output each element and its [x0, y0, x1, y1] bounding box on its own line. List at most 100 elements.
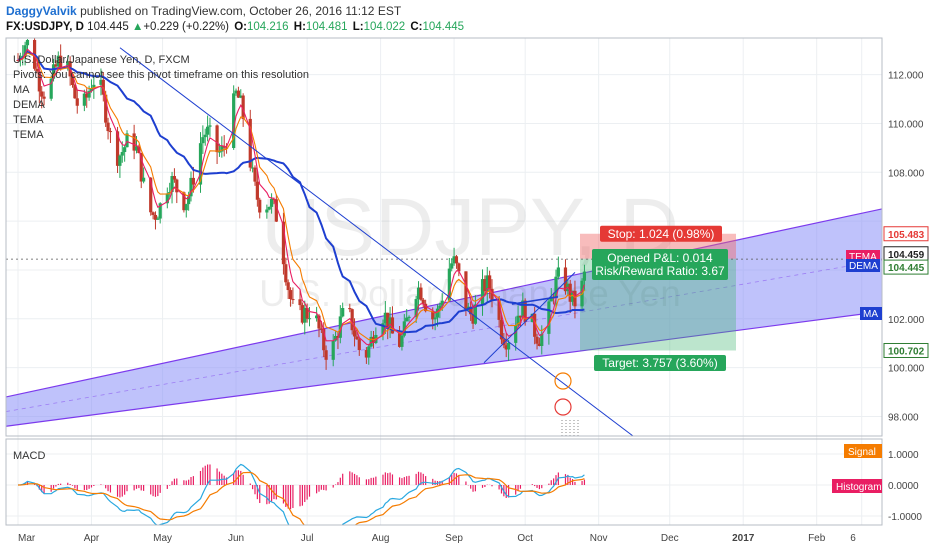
candle-body	[241, 95, 245, 119]
candle-body	[253, 167, 257, 182]
labels: U.S. Dollar/Japanese Yen, D, FXCM Pivots:…	[13, 54, 929, 493]
candle-body	[317, 315, 321, 329]
time-label: Mar	[18, 533, 36, 544]
candle-body	[234, 90, 238, 94]
candle-body	[357, 339, 361, 351]
time-label: Apr	[84, 533, 100, 544]
candle-body	[16, 59, 20, 61]
candle-body	[191, 177, 195, 185]
price-tick-label: 100.000	[888, 364, 925, 375]
ma-extension	[511, 296, 559, 305]
candle-body	[521, 300, 525, 318]
candle-body	[457, 263, 461, 272]
candle-body	[305, 307, 309, 319]
candle-body	[523, 300, 527, 323]
candle-body	[499, 319, 504, 340]
candle-body	[49, 78, 53, 99]
candle-body	[139, 152, 143, 182]
candle-body	[364, 350, 368, 358]
candle-body	[454, 256, 459, 264]
candle-body	[42, 96, 46, 99]
published-text: published on TradingView.com, October 26…	[80, 4, 402, 18]
macd-tag-text: Signal	[848, 447, 876, 458]
candle-body	[447, 268, 451, 301]
candle-body	[435, 308, 440, 318]
axes: 112.000110.000108.000104.000102.000100.0…	[18, 71, 925, 544]
candle-body	[151, 212, 155, 215]
candle-body	[165, 193, 169, 204]
low-label: L:	[352, 21, 364, 33]
up-arrow-icon: ▲	[131, 21, 144, 33]
macd-pane-border	[5, 438, 883, 526]
candle-body	[450, 263, 454, 269]
price-tag-text: 105.483	[888, 230, 925, 241]
candle-body	[431, 311, 435, 320]
candle-body	[40, 91, 44, 97]
candle-body	[315, 315, 319, 319]
candle-body	[300, 305, 304, 323]
price-tag-text: 100.702	[888, 346, 925, 357]
candle-body	[288, 290, 293, 300]
macd-tag-text: Histogram	[836, 482, 882, 493]
price-tick-label: 108.000	[888, 168, 925, 179]
signal-line	[18, 471, 585, 525]
candle-body	[421, 299, 425, 304]
candle-body	[115, 131, 120, 166]
close-value: 104.445	[422, 21, 465, 33]
indicator-legend-item[interactable]: MA	[13, 84, 30, 96]
macd-tick-label: 0.0000	[888, 481, 919, 492]
open-value: 104.216	[247, 21, 289, 33]
candle-body	[172, 176, 177, 180]
candle-body	[350, 309, 354, 331]
candle-body	[322, 328, 326, 351]
price-tick-label: 110.000	[888, 119, 924, 130]
candle-body	[92, 84, 96, 89]
drawings	[119, 47, 634, 436]
candle-body	[341, 308, 345, 317]
main-pane-border	[5, 37, 883, 437]
candle-body	[269, 198, 274, 207]
candle-body	[106, 122, 110, 132]
candle-body	[438, 305, 442, 309]
candle-body	[405, 317, 409, 322]
candle-body	[208, 125, 212, 127]
risk-reward-label: Risk/Reward Ratio: 3.67	[595, 264, 725, 278]
tema-line	[17, 52, 585, 341]
candle-body	[307, 318, 312, 320]
macd-line	[17, 463, 585, 525]
candle-body	[352, 330, 357, 337]
time-label: Jun	[228, 533, 244, 544]
candle-body	[367, 346, 371, 358]
candle-body	[502, 339, 506, 346]
price-tick-label: 102.000	[888, 315, 925, 326]
candle-body	[134, 146, 139, 151]
time-label: Oct	[517, 533, 533, 544]
candle-body	[125, 133, 129, 148]
indicator-legend-item[interactable]: DEMA	[13, 99, 45, 111]
indicator-legend-item[interactable]: TEMA	[13, 114, 44, 126]
candle-body	[132, 133, 136, 151]
candle-body	[563, 267, 568, 292]
candle-body	[471, 314, 475, 324]
candle-body	[400, 335, 404, 347]
candle-body	[104, 94, 108, 123]
candle-body	[25, 39, 30, 46]
candle-body	[189, 177, 193, 197]
high-label: H:	[293, 21, 306, 33]
candle-body	[281, 221, 286, 265]
candle-body	[348, 308, 352, 310]
author-link[interactable]: DaggyValvik	[6, 4, 77, 18]
price-tick-label: 98.000	[888, 412, 919, 423]
candle-body	[324, 350, 328, 360]
price-tag-text: 104.459	[888, 250, 925, 261]
candle-body	[397, 333, 402, 347]
indicator-tag-text: MA	[863, 309, 878, 320]
candle-body	[549, 296, 553, 302]
macd-tag-box	[832, 479, 882, 493]
time-label: 2017	[732, 533, 755, 544]
projection-marks	[554, 372, 579, 436]
indicator-legend-item[interactable]: TEMA	[13, 129, 44, 141]
candle-body	[331, 340, 335, 360]
candle-body	[355, 336, 359, 340]
